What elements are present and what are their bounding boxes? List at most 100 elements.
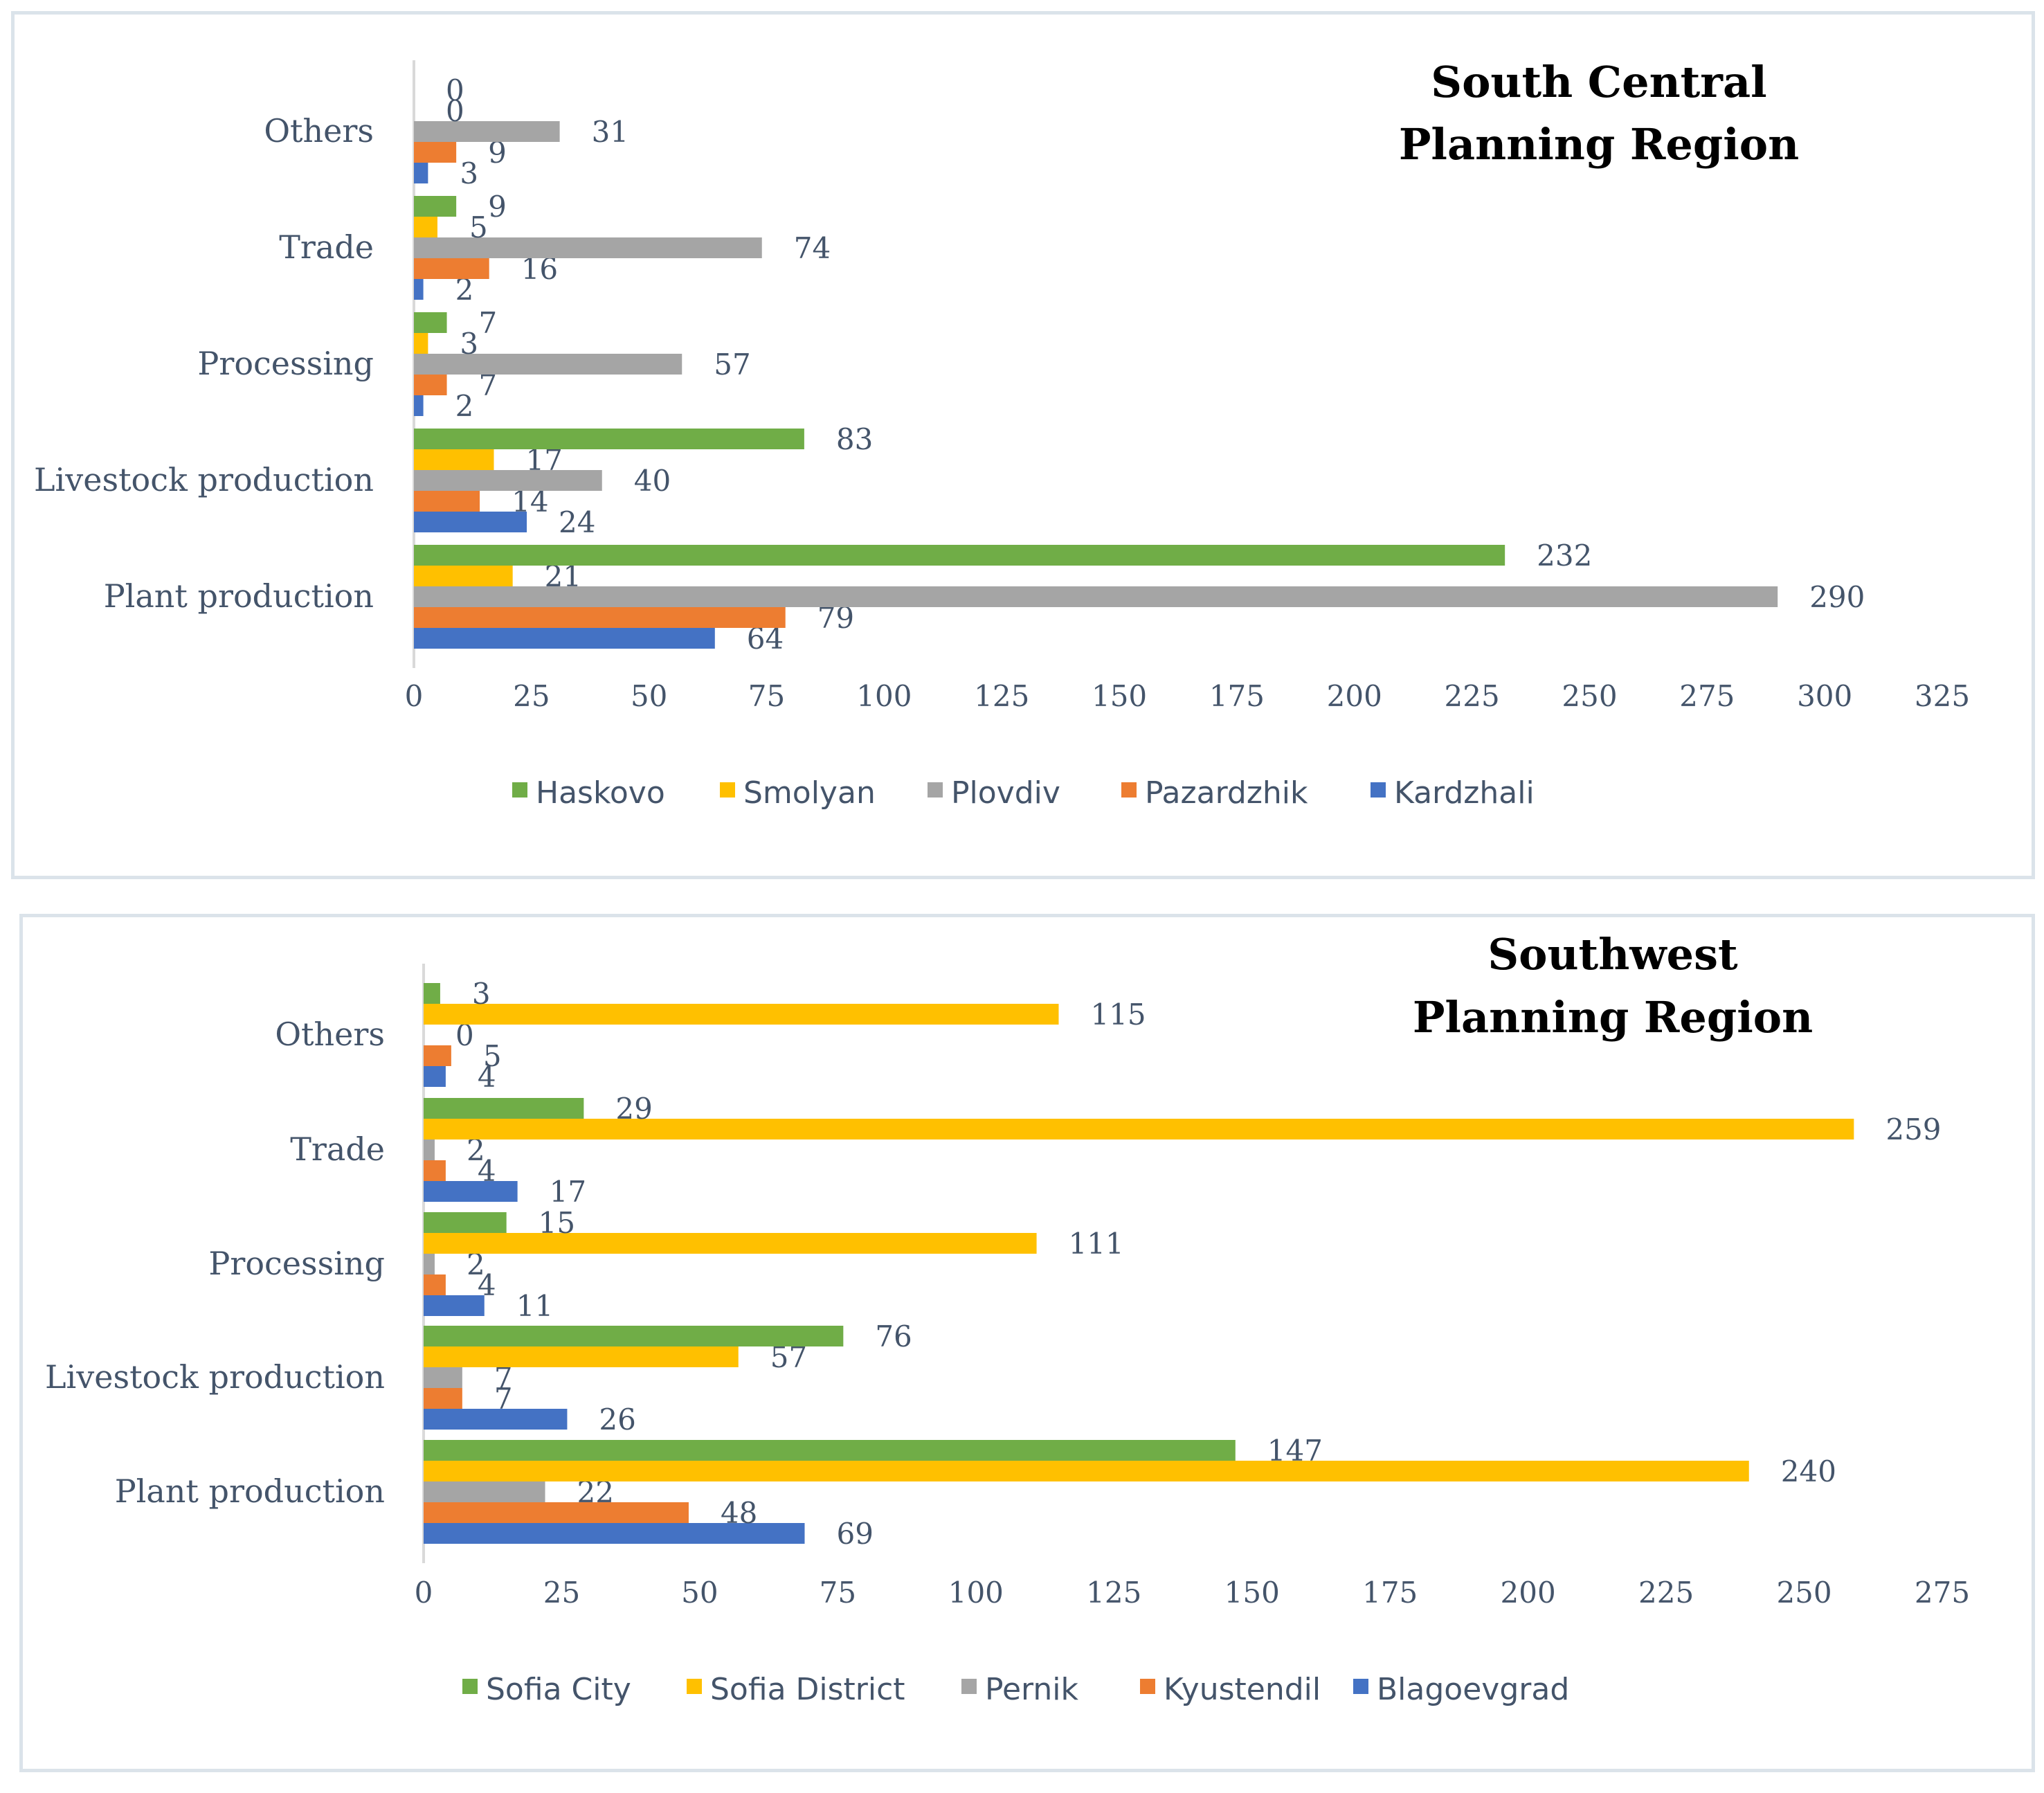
sw-legend-label-pernik: Pernik bbox=[985, 1672, 1078, 1707]
sc-bar-smolyan-livestock-production bbox=[414, 449, 494, 470]
sw-category-label-others: Others bbox=[275, 1016, 385, 1053]
sw-bar-kyustendil-livestock-production bbox=[424, 1388, 462, 1409]
sw-data-label-blagoevgrad-plant-production: 69 bbox=[836, 1517, 873, 1551]
sc-bar-kardzhali-processing bbox=[414, 395, 424, 416]
sw-bar-blagoevgrad-processing bbox=[424, 1295, 485, 1316]
sc-category-label-livestock-production: Livestock production bbox=[34, 461, 374, 498]
sw-bar-kyustendil-others bbox=[424, 1045, 451, 1066]
sw-x-tick-label: 250 bbox=[1776, 1576, 1832, 1610]
sw-chart-title-line: Planning Region bbox=[1413, 992, 1813, 1043]
sc-bar-haskovo-processing bbox=[414, 312, 447, 333]
sc-x-tick-label: 225 bbox=[1445, 679, 1500, 713]
sw-x-tick-label: 225 bbox=[1638, 1576, 1694, 1610]
sc-legend-label-kardzhali: Kardzhali bbox=[1394, 775, 1535, 811]
sw-data-label-sofia-district-processing: 111 bbox=[1069, 1227, 1124, 1261]
sw-bar-sofia-city-livestock-production bbox=[424, 1326, 844, 1346]
sw-x-tick-label: 100 bbox=[948, 1576, 1004, 1610]
sc-x-tick-label: 25 bbox=[513, 679, 550, 713]
sc-data-label-plovdiv-processing: 57 bbox=[714, 348, 750, 381]
sc-category-label-plant-production: Plant production bbox=[104, 577, 374, 615]
sw-x-tick-label: 75 bbox=[820, 1576, 856, 1610]
sc-legend-label-smolyan: Smolyan bbox=[743, 775, 876, 811]
sw-bar-sofia-district-plant-production bbox=[424, 1461, 1749, 1481]
sc-x-tick-label: 175 bbox=[1209, 679, 1265, 713]
sw-legend-swatch-sofia-city bbox=[462, 1679, 478, 1694]
sc-bar-kardzhali-plant-production bbox=[414, 628, 715, 649]
sc-bar-pazardzhik-plant-production bbox=[414, 607, 786, 628]
sw-bar-blagoevgrad-others bbox=[424, 1066, 446, 1087]
sc-chart: South Central Planning Region Plant produc… bbox=[34, 57, 1970, 811]
sw-legend-swatch-blagoevgrad bbox=[1353, 1679, 1368, 1694]
sc-x-tick-label: 250 bbox=[1562, 679, 1617, 713]
sw-data-label-sofia-city-trade: 29 bbox=[615, 1092, 652, 1126]
southwest-chart-panel bbox=[19, 914, 2035, 1772]
sc-data-label-smolyan-others: 0 bbox=[446, 94, 464, 128]
sc-x-tick-label: 125 bbox=[974, 679, 1029, 713]
sw-data-label-kyustendil-others: 5 bbox=[483, 1039, 502, 1073]
sc-bar-plovdiv-plant-production bbox=[414, 586, 1778, 607]
sc-bar-smolyan-plant-production bbox=[414, 566, 513, 586]
sc-category-label-others: Others bbox=[264, 112, 374, 150]
sw-data-label-blagoevgrad-others: 4 bbox=[478, 1060, 496, 1094]
sw-legend-swatch-pernik bbox=[961, 1679, 977, 1694]
sw-data-label-kyustendil-processing: 4 bbox=[478, 1268, 496, 1302]
sw-bar-sofia-district-others bbox=[424, 1004, 1059, 1025]
sw-bar-blagoevgrad-plant-production bbox=[424, 1523, 805, 1544]
sw-bar-pernik-processing bbox=[424, 1254, 435, 1274]
sc-bar-pazardzhik-processing bbox=[414, 375, 447, 395]
south-central-chart-panel bbox=[11, 11, 2035, 879]
sw-x-tick-label: 125 bbox=[1086, 1576, 1141, 1610]
sc-x-tick-label: 50 bbox=[631, 679, 667, 713]
sw-data-label-sofia-district-plant-production: 240 bbox=[1781, 1454, 1836, 1488]
sw-bar-sofia-district-processing bbox=[424, 1233, 1037, 1254]
sc-bar-pazardzhik-livestock-production bbox=[414, 491, 480, 512]
sw-x-tick-label: 25 bbox=[543, 1576, 580, 1610]
sc-bar-haskovo-plant-production bbox=[414, 545, 1505, 566]
sc-x-tick-label: 300 bbox=[1797, 679, 1852, 713]
sw-bar-kyustendil-trade bbox=[424, 1160, 446, 1181]
sw-legend-label-sofia-city: Sofia City bbox=[486, 1672, 631, 1707]
sc-bar-kardzhali-livestock-production bbox=[414, 512, 527, 532]
sc-bar-kardzhali-trade bbox=[414, 279, 424, 300]
sw-category-label-trade: Trade bbox=[290, 1130, 385, 1168]
sc-legend-swatch-kardzhali bbox=[1371, 782, 1386, 798]
sc-data-label-haskovo-plant-production: 232 bbox=[1537, 539, 1592, 573]
sw-bar-kyustendil-processing bbox=[424, 1274, 446, 1295]
sw-bar-blagoevgrad-livestock-production bbox=[424, 1409, 568, 1430]
sw-x-tick-label: 200 bbox=[1501, 1576, 1556, 1610]
sc-legend-swatch-pazardzhik bbox=[1121, 782, 1137, 798]
sc-data-label-smolyan-processing: 3 bbox=[460, 327, 478, 361]
sc-x-tick-label: 275 bbox=[1679, 679, 1735, 713]
sc-legend-label-pazardzhik: Pazardzhik bbox=[1145, 775, 1308, 811]
sc-category-label-trade: Trade bbox=[279, 228, 374, 266]
sc-data-label-kardzhali-livestock-production: 24 bbox=[559, 505, 595, 539]
sw-bar-sofia-city-others bbox=[424, 983, 440, 1004]
sc-bar-plovdiv-processing bbox=[414, 354, 682, 375]
sw-data-label-blagoevgrad-processing: 11 bbox=[516, 1289, 553, 1323]
sc-chart-title-line: Planning Region bbox=[1399, 119, 1799, 170]
sc-bar-plovdiv-others bbox=[414, 121, 560, 142]
sc-category-label-processing: Processing bbox=[197, 345, 374, 382]
sc-data-label-haskovo-others: 0 bbox=[446, 73, 464, 107]
sc-bar-kardzhali-others bbox=[414, 163, 428, 183]
sc-bar-pazardzhik-others bbox=[414, 142, 457, 163]
sw-data-label-sofia-city-processing: 15 bbox=[539, 1206, 575, 1240]
sc-bar-plovdiv-livestock-production bbox=[414, 470, 602, 491]
sw-bar-pernik-trade bbox=[424, 1139, 435, 1160]
sw-category-label-processing: Processing bbox=[208, 1245, 385, 1282]
sc-data-label-kardzhali-others: 3 bbox=[460, 156, 478, 190]
sw-data-label-kyustendil-livestock-production: 7 bbox=[494, 1382, 513, 1416]
sw-bar-pernik-plant-production bbox=[424, 1481, 545, 1502]
sw-x-tick-label: 50 bbox=[681, 1576, 718, 1610]
sw-data-label-kyustendil-trade: 4 bbox=[478, 1154, 496, 1188]
sw-data-label-sofia-district-trade: 259 bbox=[1885, 1112, 1941, 1146]
sw-chart-title-line: Southwest bbox=[1487, 929, 1738, 980]
sw-data-label-sofia-city-plant-production: 147 bbox=[1267, 1434, 1323, 1468]
sc-x-tick-label: 75 bbox=[748, 679, 785, 713]
sc-bar-pazardzhik-trade bbox=[414, 258, 489, 279]
sw-x-tick-label: 0 bbox=[415, 1576, 433, 1610]
sc-data-label-haskovo-processing: 7 bbox=[479, 306, 498, 340]
sc-x-tick-label: 0 bbox=[405, 679, 424, 713]
sc-legend-swatch-haskovo bbox=[512, 782, 527, 798]
sc-data-label-plovdiv-others: 31 bbox=[592, 115, 628, 149]
